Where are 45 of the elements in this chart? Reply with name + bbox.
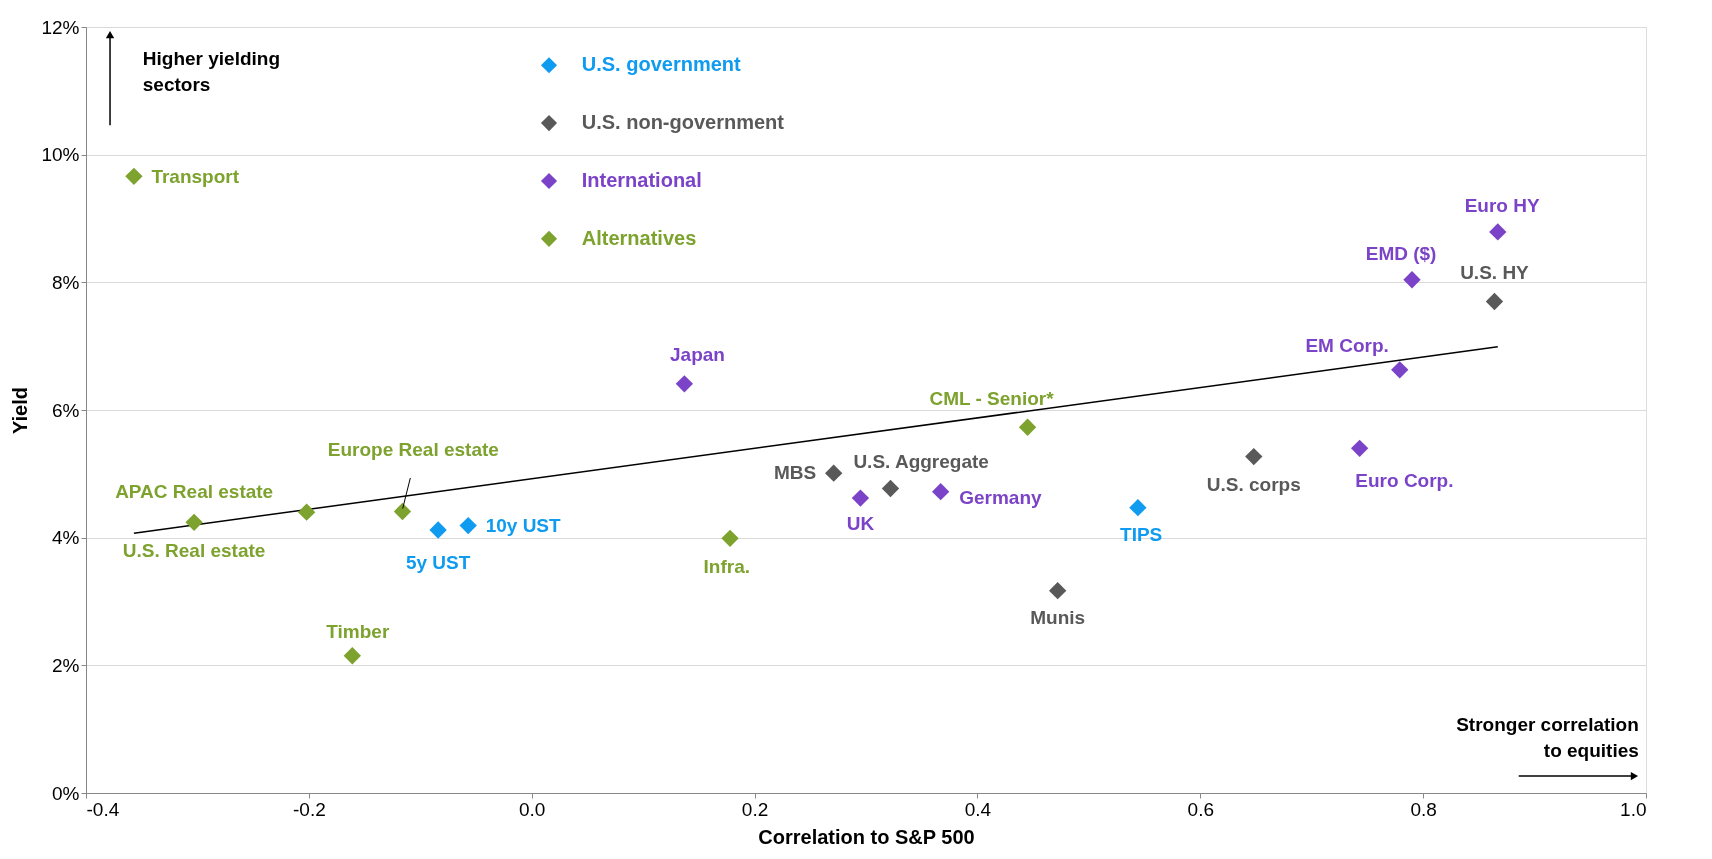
x-axis-title: Correlation to S&P 500 <box>758 825 975 848</box>
annotation: Europe Real estate <box>327 439 499 461</box>
annotation: Germany <box>959 487 1043 509</box>
annotation: Transport <box>151 166 240 188</box>
x-tick-label: -0.4 <box>86 798 120 820</box>
legend-label: U.S. non-government <box>581 111 785 134</box>
annotation: Timber <box>326 620 390 642</box>
x-tick-label: 0.0 <box>519 798 546 820</box>
annotation: Stronger correlation to equities <box>1456 714 1639 762</box>
y-tick-label: 6% <box>52 399 80 421</box>
x-tick-label: 0.4 <box>964 798 992 820</box>
annotation: Euro HY <box>1464 194 1540 216</box>
annotation: 5y UST <box>405 551 471 573</box>
annotation: TIPS <box>1120 523 1163 545</box>
annotation: U.S. corps <box>1206 473 1301 495</box>
x-tick-label: -0.2 <box>292 798 326 820</box>
x-tick-label: 1.0 <box>1620 798 1647 820</box>
annotation: 10y UST <box>485 514 562 536</box>
y-axis-title: Yield <box>9 386 32 435</box>
annotation: U.S. Aggregate <box>853 451 989 473</box>
x-tick-label: 0.8 <box>1410 798 1437 820</box>
annotation: Infra. <box>703 555 751 577</box>
annotation: UK <box>846 513 875 535</box>
annotation: Munis <box>1030 606 1086 628</box>
y-tick-label: 0% <box>52 782 80 804</box>
annotation: Euro Corp. <box>1355 470 1454 492</box>
y-tick-label: 10% <box>41 144 80 166</box>
annotation: EM Corp. <box>1305 334 1389 356</box>
y-tick-label: 8% <box>52 271 80 293</box>
y-tick-label: 12% <box>41 16 80 38</box>
x-tick-label: 0.2 <box>741 798 769 820</box>
annotation: EMD ($) <box>1365 242 1437 264</box>
annotation: MBS <box>773 462 817 484</box>
annotation: U.S. Real estate <box>122 539 266 561</box>
y-tick-label: 2% <box>52 654 80 676</box>
legend-label: Alternatives <box>581 226 697 249</box>
annotation: APAC Real estate <box>115 481 274 503</box>
x-tick-label: 0.6 <box>1187 798 1214 820</box>
annotation: CML - Senior* <box>929 387 1055 409</box>
annotation: Higher yielding sectors <box>142 47 281 95</box>
legend-label: U.S. government <box>581 53 742 76</box>
annotation: Japan <box>670 344 725 366</box>
y-tick-label: 4% <box>52 527 80 549</box>
legend-label: International <box>581 168 702 191</box>
annotation: U.S. HY <box>1460 262 1530 284</box>
